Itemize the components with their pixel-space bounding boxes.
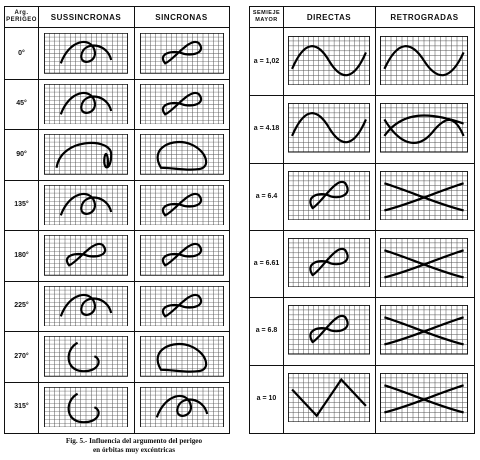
orbit-plot-subsynchronous	[44, 336, 128, 377]
axis-label: a = 4.18	[250, 95, 283, 162]
curve-hook-icon	[69, 393, 99, 421]
row-divider	[5, 230, 229, 231]
perigee-label: 135°	[5, 180, 38, 231]
row-divider	[250, 297, 474, 298]
perigee-label: 180°	[5, 230, 38, 281]
axis-label: a = 1,02	[250, 28, 283, 95]
row-divider	[250, 365, 474, 366]
row-divider	[5, 281, 229, 282]
orbit-plot-retrograde	[380, 238, 468, 287]
orbit-plot-synchronous	[140, 185, 224, 226]
header-subsynchronous: SUSSINCRONAS	[38, 7, 134, 28]
orbit-plot-retrograde	[380, 103, 468, 152]
row-divider	[5, 129, 229, 130]
row-divider	[250, 163, 474, 164]
orbit-plot-retrograde	[380, 373, 468, 422]
grid-lines	[380, 103, 468, 152]
orbit-plot-synchronous	[140, 134, 224, 175]
orbit-plot-subsynchronous	[44, 286, 128, 327]
axis-label: a = 6.8	[250, 297, 283, 364]
axis-label: a = 6.4	[250, 163, 283, 230]
orbit-plot-subsynchronous	[44, 235, 128, 276]
perigee-label: 225°	[5, 281, 38, 332]
orbit-plot-retrograde	[380, 171, 468, 220]
orbit-plot-subsynchronous	[44, 387, 128, 428]
orbit-plot-synchronous	[140, 286, 224, 327]
perigee-label: 270°	[5, 331, 38, 382]
row-divider	[5, 331, 229, 332]
row-divider	[5, 79, 229, 80]
header-direct: DIRECTAS	[283, 7, 375, 28]
header-semi-major-axis: SEMIEJE MAYOR	[250, 7, 283, 28]
caption-line-1: Fig. 5.- Influencia del argumento del pe…	[34, 437, 234, 446]
orbit-plot-retrograde	[380, 305, 468, 354]
perigee-label: 315°	[5, 382, 38, 433]
axis-label: a = 10	[250, 365, 283, 432]
orbit-plot-retrograde	[380, 36, 468, 85]
perigee-label: 90°	[5, 129, 38, 180]
orbit-plot-direct	[288, 305, 370, 354]
orbit-plot-synchronous	[140, 33, 224, 74]
perigee-label: 0°	[5, 28, 38, 79]
orbit-plot-subsynchronous	[44, 134, 128, 175]
orbit-plot-synchronous	[140, 387, 224, 428]
grid-lines	[44, 33, 128, 74]
perigee-argument-table: Arg. PERIGEO SUSSINCRONAS SINCRONAS 0° 45…	[4, 6, 230, 434]
orbit-plot-direct	[288, 238, 370, 287]
orbit-plot-direct	[288, 373, 370, 422]
semi-major-axis-table: SEMIEJE MAYOR DIRECTAS RETROGRADAS a = 1…	[249, 6, 475, 434]
orbit-plot-synchronous	[140, 235, 224, 276]
header-argument-perigee: Arg. PERIGEO	[5, 7, 38, 28]
perigee-label: 45°	[5, 79, 38, 130]
axis-label: a = 6.61	[250, 230, 283, 297]
header-retrograde: RETROGRADAS	[375, 7, 474, 28]
grid-lines	[44, 185, 128, 226]
orbit-plot-direct	[288, 36, 370, 85]
orbit-plot-direct	[288, 171, 370, 220]
orbit-plot-synchronous	[140, 84, 224, 125]
grid-lines	[140, 387, 224, 428]
grid-lines	[380, 238, 468, 287]
grid-lines	[44, 134, 128, 175]
grid-lines	[44, 84, 128, 125]
figure-caption: Fig. 5.- Influencia del argumento del pe…	[34, 437, 234, 455]
grid-lines	[44, 286, 128, 327]
grid-lines	[380, 373, 468, 422]
orbit-plot-subsynchronous	[44, 84, 128, 125]
orbit-plot-subsynchronous	[44, 185, 128, 226]
grid-lines	[380, 171, 468, 220]
grid-lines	[380, 305, 468, 354]
header-synchronous: SINCRONAS	[134, 7, 229, 28]
row-divider	[250, 95, 474, 96]
row-divider	[250, 230, 474, 231]
caption-line-2: en órbitas muy excéntricas	[34, 446, 234, 455]
row-divider	[5, 382, 229, 383]
orbit-plot-synchronous	[140, 336, 224, 377]
row-divider	[5, 180, 229, 181]
orbit-plot-direct	[288, 103, 370, 152]
curve-hook-icon	[69, 343, 99, 371]
orbit-plot-subsynchronous	[44, 33, 128, 74]
